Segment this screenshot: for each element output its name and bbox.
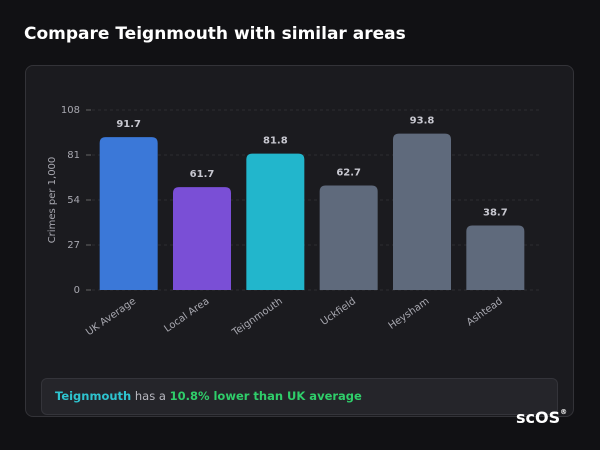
y-tick-label: 108	[61, 105, 80, 116]
x-tick-label: Heysham	[387, 296, 432, 332]
insight-box: Teignmouth has a 10.8% lower than UK ave…	[41, 378, 558, 415]
value-label: 93.8	[410, 116, 435, 127]
x-tick-label: Teignmouth	[230, 296, 285, 339]
value-label: 62.7	[336, 168, 361, 179]
bar	[319, 185, 378, 290]
logo: scOS®	[516, 408, 567, 427]
y-tick-label: 27	[67, 240, 80, 251]
bar	[99, 137, 158, 290]
page-title: Compare Teignmouth with similar areas	[24, 24, 406, 44]
insight-area: Teignmouth	[55, 389, 132, 403]
y-axis-label: Crimes per 1,000	[47, 157, 58, 244]
bar	[393, 133, 451, 290]
logo-mark: ®	[560, 408, 568, 416]
x-tick-label: Ashtead	[465, 296, 505, 328]
y-tick-label: 0	[74, 285, 80, 296]
x-tick-label: Uckfield	[319, 296, 358, 328]
bar	[466, 225, 525, 290]
insight-text: has a	[134, 389, 166, 403]
x-tick-label: Local Area	[162, 296, 211, 335]
value-label: 81.8	[263, 136, 288, 147]
y-tick-label: 81	[67, 150, 80, 161]
bar	[246, 153, 305, 290]
logo-text: scOS	[516, 408, 561, 427]
insight-highlight: 10.8% lower than UK average	[169, 389, 362, 403]
y-tick-label: 54	[67, 195, 80, 206]
value-label: 61.7	[190, 169, 215, 180]
x-tick-label: UK Average	[84, 296, 138, 338]
bar	[173, 187, 231, 290]
value-label: 91.7	[116, 119, 141, 130]
value-label: 38.7	[483, 208, 508, 219]
